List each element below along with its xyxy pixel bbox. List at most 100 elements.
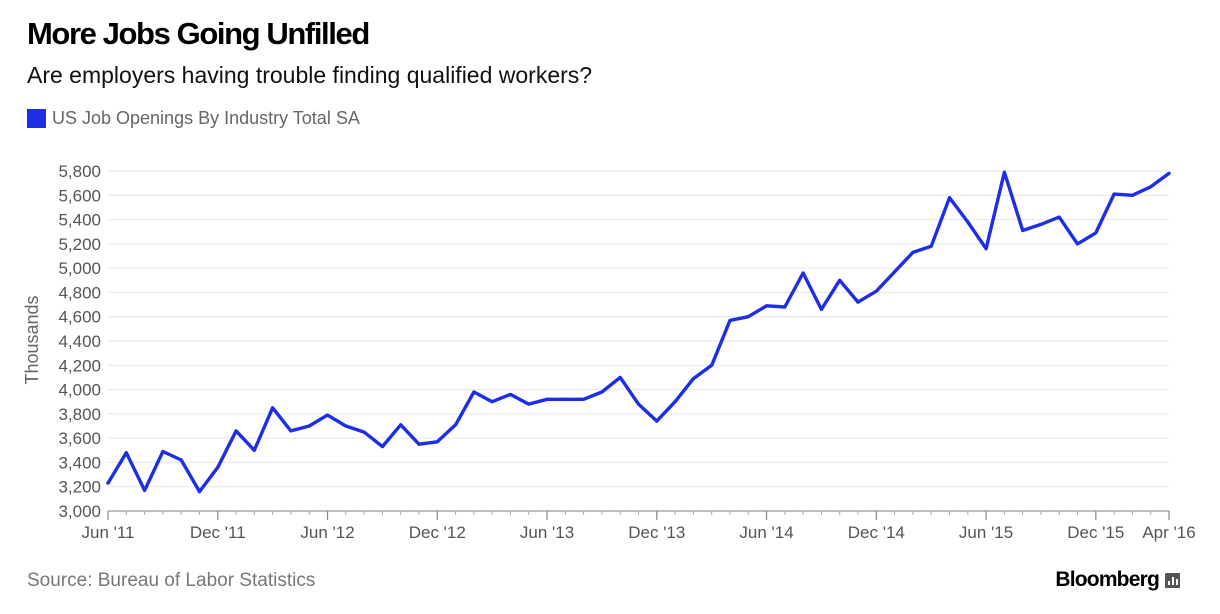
x-tick-label: Dec '12: [409, 523, 466, 542]
data-point: [1167, 171, 1171, 175]
x-tick-label: Jun '14: [739, 523, 793, 542]
data-point: [801, 271, 805, 275]
data-point: [527, 402, 531, 406]
data-point: [326, 413, 330, 417]
x-tick-label: Jun '11: [81, 523, 134, 542]
legend-swatch: [27, 109, 46, 128]
data-point: [1130, 193, 1134, 197]
data-point: [966, 220, 970, 224]
data-point: [380, 445, 384, 449]
data-point: [289, 429, 293, 433]
data-point: [783, 305, 787, 309]
data-point: [124, 451, 128, 455]
y-tick-label: 5,200: [58, 235, 101, 254]
data-point: [1149, 185, 1153, 189]
data-point: [545, 397, 549, 401]
data-point: [911, 250, 915, 254]
data-point: [1094, 231, 1098, 235]
brand-name: Bloomberg: [1055, 568, 1159, 591]
data-point: [417, 442, 421, 446]
data-point: [819, 307, 823, 311]
data-point: [856, 300, 860, 304]
data-point: [399, 423, 403, 427]
y-tick-label: 4,600: [58, 308, 101, 327]
data-point: [179, 458, 183, 462]
data-point: [472, 390, 476, 394]
y-tick-label: 3,600: [58, 429, 101, 448]
y-axis-label: Thousands: [22, 295, 42, 384]
data-point: [143, 488, 147, 492]
data-point: [508, 392, 512, 396]
y-tick-label: 4,800: [58, 283, 101, 302]
data-point: [1002, 170, 1006, 174]
bloomberg-logo: Bloomberg: [1055, 568, 1180, 592]
data-point: [746, 315, 750, 319]
data-point: [893, 270, 897, 274]
legend: US Job Openings By Industry Total SA: [27, 108, 360, 129]
data-point: [362, 430, 366, 434]
data-point: [216, 465, 220, 469]
data-point: [454, 423, 458, 427]
data-point: [929, 244, 933, 248]
legend-label: US Job Openings By Industry Total SA: [52, 108, 360, 128]
y-tick-label: 5,400: [58, 211, 101, 230]
y-axis: 3,000 3,200 3,400 3,600 3,800 4,000 4,200 4,400…: [58, 162, 101, 521]
y-tick-label: 3,000: [58, 502, 101, 521]
series-line-job-openings: [106, 170, 1171, 494]
data-point: [947, 196, 951, 200]
data-point: [582, 397, 586, 401]
data-point: [691, 377, 695, 381]
y-tick-label: 5,000: [58, 259, 101, 278]
data-point: [655, 419, 659, 423]
x-tick-label: Jun '12: [300, 523, 354, 542]
data-point: [637, 402, 640, 406]
chart-title: More Jobs Going Unfilled: [27, 16, 370, 51]
data-point: [874, 289, 878, 293]
x-tick-label: Dec '15: [1067, 523, 1124, 542]
y-tick-label: 4,400: [58, 332, 101, 351]
data-point: [490, 400, 494, 404]
data-point: [765, 304, 769, 308]
data-point: [1076, 242, 1080, 246]
data-point: [563, 397, 567, 401]
data-point: [252, 448, 256, 452]
data-point: [1021, 229, 1025, 232]
y-tick-label: 3,200: [58, 478, 101, 497]
source-note: Source: Bureau of Labor Statistics: [27, 570, 316, 591]
data-point: [600, 390, 604, 394]
x-tick-label: Dec '13: [628, 523, 685, 542]
data-point: [234, 429, 238, 433]
data-point: [673, 400, 677, 404]
y-tick-label: 4,000: [58, 381, 101, 400]
chart-subtitle: Are employers having trouble finding qua…: [27, 62, 593, 88]
data-point: [307, 424, 311, 428]
data-point: [1057, 215, 1061, 219]
data-point: [1112, 192, 1116, 196]
series-group: [106, 170, 1171, 494]
bloomberg-chart-icon: [1165, 572, 1180, 588]
x-tick-label: Jun '15: [959, 523, 1013, 542]
data-point: [344, 424, 348, 428]
data-point: [1039, 222, 1043, 226]
x-axis: Jun '11 Dec '11 Jun '12 Dec '12 Jun '13 Dec '…: [81, 510, 1196, 542]
data-point: [728, 318, 732, 322]
data-point: [984, 247, 988, 251]
y-tick-label: 3,400: [58, 453, 101, 472]
x-tick-label: Dec '11: [190, 523, 246, 542]
x-tick-label: Dec '14: [848, 523, 905, 542]
data-point: [435, 440, 439, 444]
data-point: [618, 375, 622, 379]
data-point: [106, 481, 110, 485]
y-tick-label: 4,200: [58, 356, 101, 375]
data-point: [838, 278, 842, 282]
x-tick-label: Jun '13: [520, 523, 574, 542]
y-tick-label: 5,600: [58, 186, 101, 205]
data-point: [710, 363, 714, 367]
x-tick-label: Apr '16: [1142, 523, 1195, 542]
y-tick-label: 3,800: [58, 405, 101, 424]
data-point: [271, 406, 275, 410]
gridlines: [108, 170, 1169, 488]
data-point: [161, 450, 165, 453]
y-tick-label: 5,800: [58, 162, 101, 181]
